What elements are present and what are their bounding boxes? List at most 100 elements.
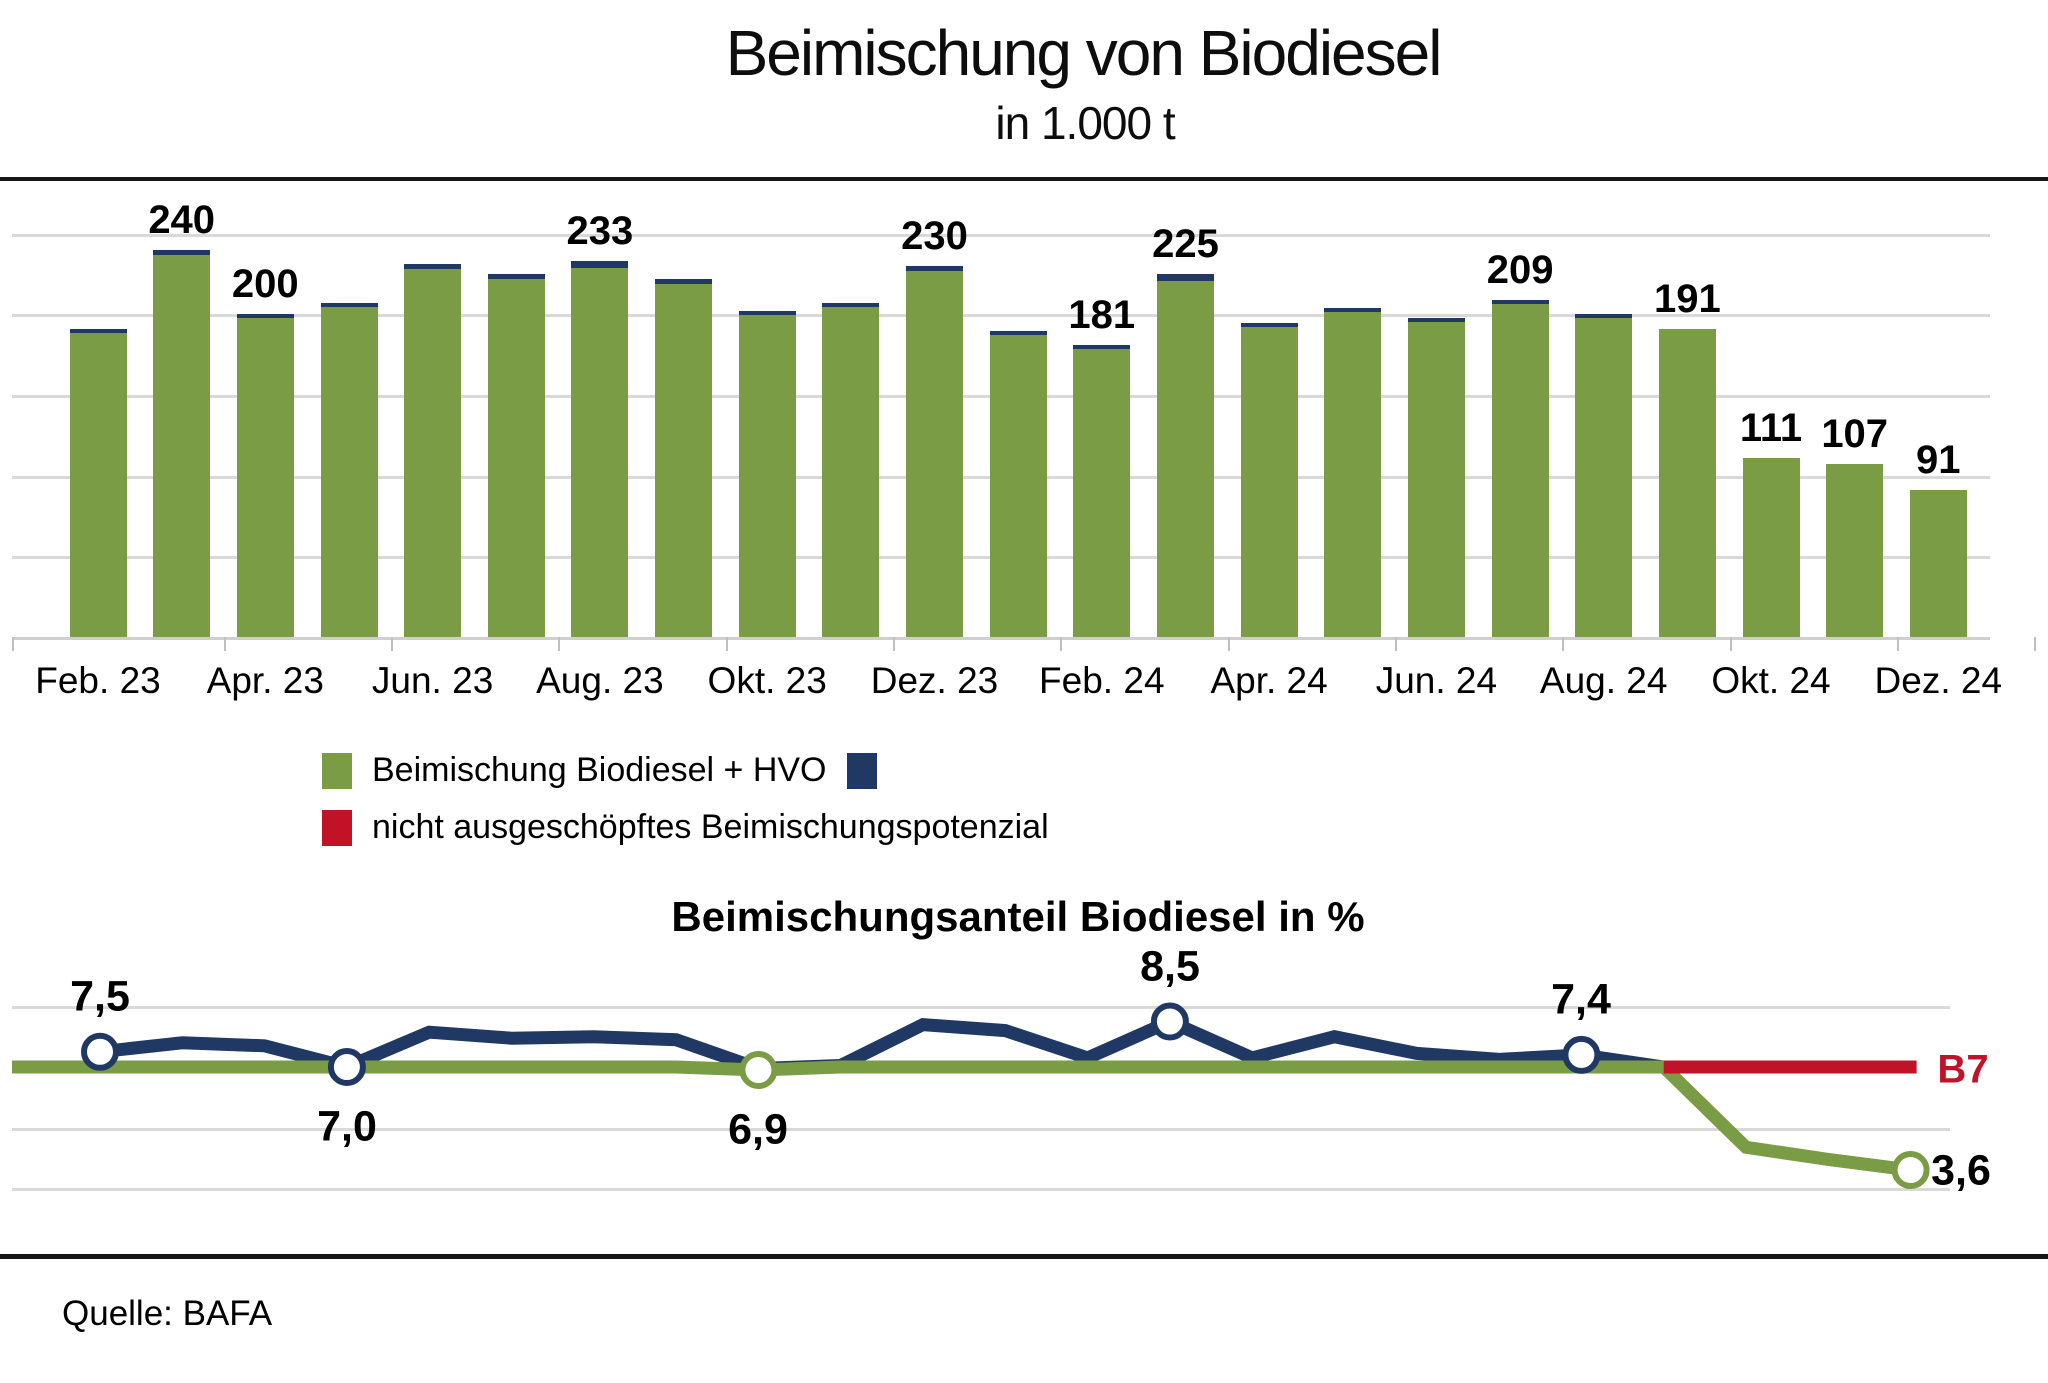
pct-gridline-3 — [12, 1188, 1950, 1191]
bar-hvo-cap-Okt. 23 — [738, 311, 796, 316]
legend-swatch-green — [322, 752, 352, 789]
bar-Feb. 24 — [1073, 349, 1131, 637]
bar-Jan. 24 — [989, 334, 1047, 637]
marker-6,9 — [739, 1051, 778, 1089]
bar-Mai 23 — [320, 307, 378, 637]
marker-7,5 — [81, 1032, 119, 1071]
x-axis-tick — [223, 637, 226, 651]
legend-swatch-navy — [846, 752, 877, 789]
x-axis-label-Dez. 23: Dez. 23 — [870, 660, 999, 701]
bar-value-label-Sep. 24: 191 — [1654, 276, 1721, 321]
x-axis-tick — [12, 637, 14, 651]
bar-Apr. 24 — [1240, 326, 1298, 637]
bar-Mär. 24 — [1157, 280, 1214, 637]
point-label-7,5: 7,5 — [70, 972, 130, 1021]
bar-hvo-cap-Aug. 24 — [1575, 314, 1633, 319]
bar-Dez. 23 — [906, 270, 963, 637]
marker-3,6 — [1891, 1151, 1930, 1189]
marker-7,0 — [327, 1048, 366, 1086]
legend-label-biodiesel-hvo: Beimischung Biodiesel + HVO — [372, 751, 827, 789]
x-axis-label-Aug. 23: Aug. 23 — [536, 660, 664, 701]
bar-Sep. 24 — [1658, 328, 1716, 637]
bottom-separator-line — [0, 1254, 2048, 1259]
bar-Jul. 23 — [487, 278, 545, 637]
bar-value-label-Feb. 24: 181 — [1068, 293, 1136, 337]
x-axis-tick — [1394, 637, 1397, 651]
legend-swatch-red — [322, 809, 352, 846]
source-note: Quelle: BAFA — [62, 1294, 273, 1333]
x-axis-label-Feb. 23: Feb. 23 — [35, 660, 161, 701]
bar-Jul. 24 — [1491, 303, 1549, 637]
bar-gridline-200 — [12, 314, 1990, 317]
bar-Feb. 23 — [69, 332, 127, 637]
bar-Aug. 24 — [1575, 318, 1633, 637]
x-axis-label-Jun. 23: Jun. 23 — [371, 660, 494, 701]
bar-Mai 24 — [1324, 311, 1382, 637]
bar-value-label-Mär. 23: 240 — [148, 197, 216, 242]
bar-value-label-Apr. 23: 200 — [231, 262, 299, 307]
bar-value-label-Dez. 24: 91 — [1916, 438, 1961, 483]
x-axis-label-Feb. 24: Feb. 24 — [1039, 660, 1165, 701]
pct-gridline-9 — [12, 1006, 1950, 1009]
legend-label-potenzial: nicht ausgeschöpftes Beimischungspotenzi… — [372, 808, 1049, 846]
bar-Jun. 24 — [1407, 321, 1465, 637]
x-axis-tick — [893, 637, 895, 651]
point-label-8,5: 8,5 — [1140, 942, 1200, 991]
bar-hvo-cap-Aug. 23 — [571, 261, 629, 268]
marker-8,5 — [1150, 1002, 1189, 1041]
line-chart-title: Beimischungsanteil Biodiesel in % — [671, 893, 1365, 940]
x-axis-tick — [725, 637, 728, 651]
bar-Jun. 23 — [404, 269, 462, 637]
bar-value-label-Mär. 24: 225 — [1152, 222, 1219, 267]
bar-Nov. 24 — [1826, 464, 1884, 637]
bar-hvo-cap-Apr. 24 — [1240, 322, 1298, 327]
bar-hvo-cap-Sep. 23 — [655, 278, 713, 284]
bar-hvo-cap-Mär. 24 — [1157, 274, 1214, 281]
page-title: Beimischung von Biodiesel — [725, 17, 1443, 89]
x-axis-tick — [1227, 637, 1230, 651]
x-axis-tick — [1729, 637, 1732, 651]
page-subtitle: in 1.000 t — [995, 97, 1175, 149]
x-axis-tick — [1562, 637, 1565, 651]
point-label-7,4: 7,4 — [1551, 975, 1611, 1024]
bar-value-label-Okt. 24: 111 — [1739, 406, 1803, 450]
x-axis-tick — [2034, 637, 2036, 651]
bar-gridline-250 — [12, 234, 1990, 237]
bar-Mär. 23 — [153, 254, 211, 637]
bar-value-label-Nov. 24: 107 — [1821, 412, 1889, 457]
bar-hvo-cap-Jul. 24 — [1491, 299, 1549, 304]
bar-hvo-cap-Mai 23 — [320, 303, 378, 308]
point-label-6,9: 6,9 — [728, 1105, 788, 1154]
x-axis-label-Okt. 23: Okt. 23 — [707, 660, 827, 701]
x-axis-label-Aug. 24: Aug. 24 — [1539, 660, 1668, 701]
bar-Aug. 23 — [571, 267, 629, 637]
bar-Apr. 23 — [236, 318, 294, 637]
bar-Sep. 23 — [655, 283, 713, 637]
b7-threshold-label: B7 — [1937, 1047, 1989, 1092]
bar-hvo-cap-Feb. 24 — [1073, 345, 1131, 349]
bar-hvo-cap-Dez. 23 — [906, 266, 963, 271]
x-axis-label-Apr. 24: Apr. 24 — [1210, 660, 1328, 701]
bar-value-label-Jul. 24: 209 — [1486, 247, 1554, 292]
bar-baseline — [12, 637, 1990, 640]
bar-hvo-cap-Mär. 23 — [153, 249, 211, 255]
bar-Dez. 24 — [1909, 490, 1967, 637]
point-label-7,0: 7,0 — [317, 1102, 377, 1151]
marker-7,4 — [1562, 1035, 1601, 1074]
bar-value-label-Aug. 23: 233 — [566, 209, 634, 254]
bar-hvo-cap-Mai 24 — [1324, 307, 1382, 312]
legend-row-2: nicht ausgeschöpftes Beimischungspotenzi… — [322, 808, 1049, 847]
bar-value-label-Dez. 23: 230 — [901, 214, 968, 258]
top-separator-line — [0, 177, 2048, 181]
bar-Okt. 24 — [1742, 458, 1800, 637]
line-anteil-biodiesel — [12, 1060, 1912, 1177]
x-axis-tick — [1896, 637, 1899, 651]
x-axis-tick — [1060, 637, 1063, 651]
x-axis-tick — [391, 637, 394, 651]
x-axis-label-Dez. 24: Dez. 24 — [1874, 660, 2003, 701]
legend-row-1: Beimischung Biodiesel + HVO — [322, 751, 877, 790]
x-axis-label-Apr. 23: Apr. 23 — [206, 660, 324, 701]
bar-Nov. 23 — [822, 307, 880, 637]
